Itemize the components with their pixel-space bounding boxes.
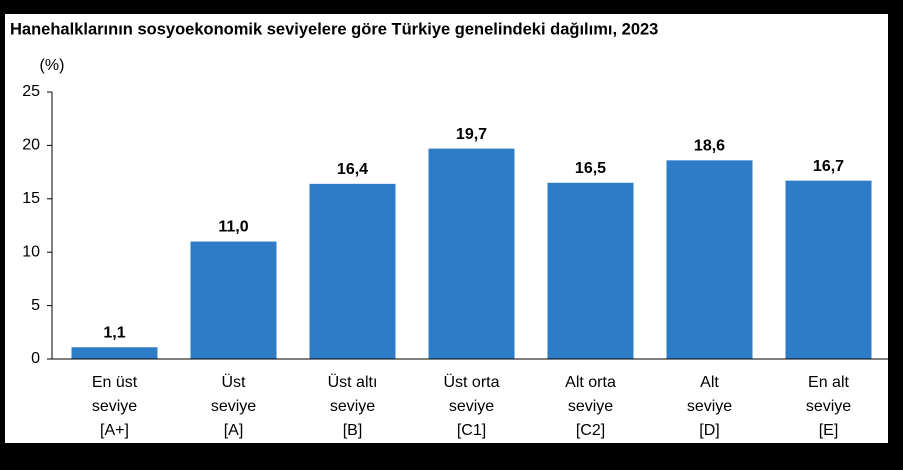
y-tick-label: 10 [22,243,40,260]
bar [190,241,277,359]
x-tick-label: En üst [92,374,138,391]
x-tick-label: [A+] [100,422,129,439]
x-tick-label: [C2] [576,422,605,439]
x-tick-label: [D] [699,422,719,439]
data-label: 16,4 [337,161,368,178]
data-label: 16,5 [575,160,606,177]
x-tick-label: Alt orta [565,374,616,391]
data-label: 1,1 [103,324,125,341]
x-tick-label: seviye [568,398,613,415]
x-tick-label: Üst orta [443,373,499,391]
x-tick-label: En alt [808,374,849,391]
x-tick-label: Alt [700,374,719,391]
bar [428,148,515,359]
y-tick-label: 25 [22,83,40,100]
bar [309,183,396,359]
x-tick-label: seviye [92,398,137,415]
x-tick-label: seviye [211,398,256,415]
x-tick-label: seviye [330,398,375,415]
data-label: 11,0 [218,219,248,236]
y-tick-label: 15 [22,190,40,207]
y-tick-label: 0 [31,350,40,367]
y-axis-label: (%) [40,57,65,74]
x-tick-label: seviye [806,398,851,415]
x-tick-label: seviye [687,398,732,415]
x-tick-label: seviye [449,398,494,415]
x-tick-label: [E] [819,422,839,439]
x-tick-label: [C1] [457,422,486,439]
bar [547,182,634,359]
bar [666,160,753,359]
x-tick-label: Üst altı [328,373,378,391]
y-tick-label: 20 [22,137,40,154]
data-label: 19,7 [456,126,487,143]
data-label: 16,7 [813,158,844,175]
x-tick-label: Üst [222,373,247,391]
chart-title: Hanehalklarının sosyoekonomik seviyelere… [10,20,658,38]
x-tick-label: [B] [343,422,363,439]
data-label: 18,6 [694,138,725,155]
bar [71,347,158,359]
y-tick-label: 5 [31,297,40,314]
x-tick-label: [A] [224,422,244,439]
bar [785,180,872,359]
